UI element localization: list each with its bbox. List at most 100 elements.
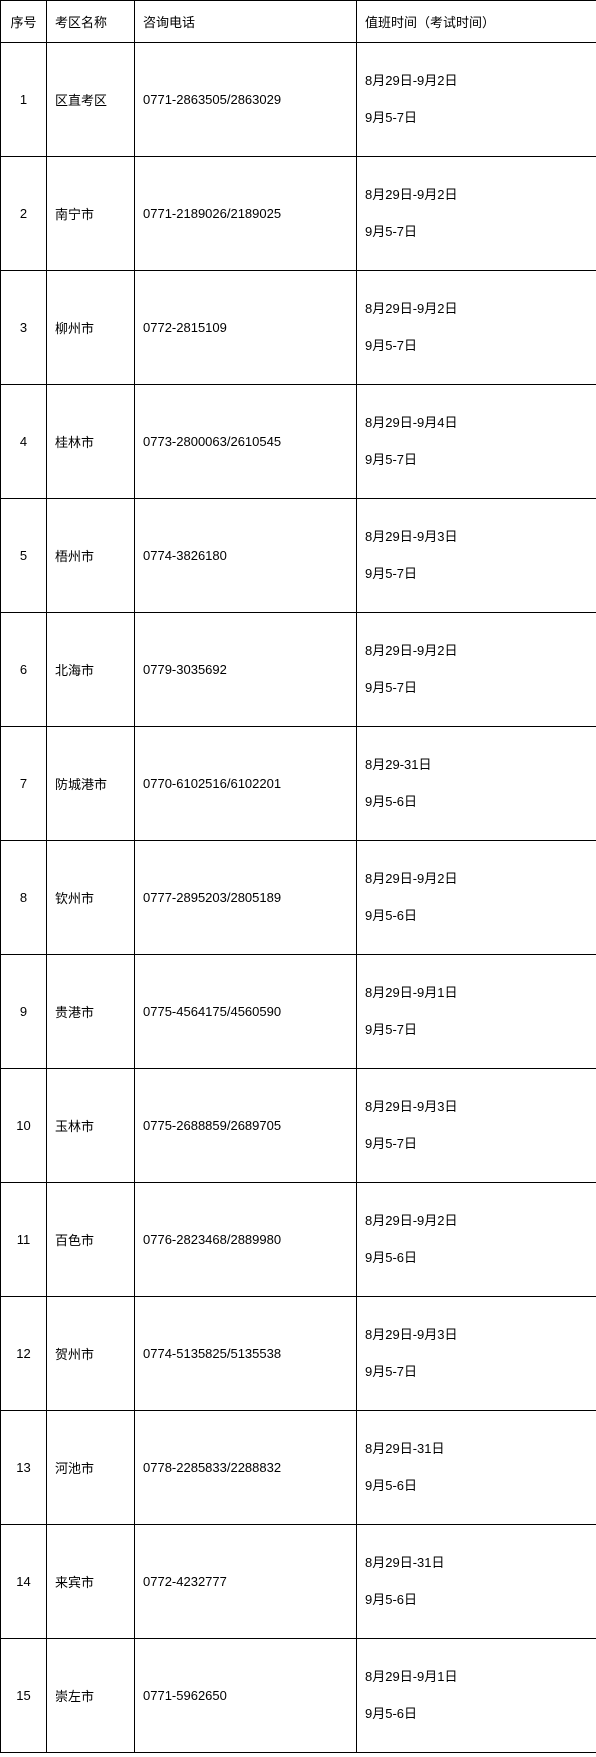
time-line: 8月29日-9月4日: [365, 414, 588, 432]
cell-num: 10: [1, 1069, 47, 1183]
cell-name: 北海市: [47, 613, 135, 727]
cell-name: 柳州市: [47, 271, 135, 385]
col-header-num: 序号: [1, 1, 47, 43]
cell-num: 15: [1, 1639, 47, 1753]
table-row: 13河池市0778-2285833/22888328月29日-31日9月5-6日: [1, 1411, 596, 1525]
time-line: 8月29日-9月3日: [365, 528, 588, 546]
table-row: 3柳州市0772-28151098月29日-9月2日9月5-7日: [1, 271, 596, 385]
time-line: 8月29日-9月3日: [365, 1326, 588, 1344]
table-row: 9贵港市0775-4564175/4560590 8月29日-9月1日 9月5-7日: [1, 955, 596, 1069]
time-line: 9月5-7日: [365, 337, 588, 355]
time-line: 9月5-7日: [365, 451, 588, 469]
col-header-name: 考区名称: [47, 1, 135, 43]
cell-phone: 0774-3826180: [135, 499, 357, 613]
table-row: 2南宁市0771-2189026/2189025 8月29日-9月2日 9月5-7日: [1, 157, 596, 271]
header-row: 序号 考区名称 咨询电话 值班时间（考试时间）: [1, 1, 596, 43]
table-row: 4桂林市0773-2800063/2610545 8月29日-9月4日 9月5-7日: [1, 385, 596, 499]
time-line: 8月29日-9月3日: [365, 1098, 588, 1116]
cell-time: 8月29日-9月4日 9月5-7日: [357, 385, 596, 499]
cell-name: 防城港市: [47, 727, 135, 841]
cell-phone: 0777-2895203/2805189: [135, 841, 357, 955]
cell-name: 贵港市: [47, 955, 135, 1069]
cell-num: 12: [1, 1297, 47, 1411]
cell-num: 1: [1, 43, 47, 157]
table-row: 7防城港市0770-6102516/6102201 8月29-31日 9月5-6日: [1, 727, 596, 841]
cell-phone: 0775-4564175/4560590: [135, 955, 357, 1069]
cell-time: 8月29日-9月2日 9月5-7日: [357, 613, 596, 727]
cell-phone: 0779-3035692: [135, 613, 357, 727]
table-row: 12贺州市0774-5135825/51355388月29日-9月3日9月5-7…: [1, 1297, 596, 1411]
cell-time: 8月29日-9月2日 9月5-6日: [357, 841, 596, 955]
table-row: 14来宾市0772-4232777 8月29日-31日 9月5-6日: [1, 1525, 596, 1639]
time-line: 9月5-6日: [365, 793, 588, 811]
cell-time: 8月29日-31日9月5-6日: [357, 1411, 596, 1525]
time-line: 8月29日-31日: [365, 1554, 588, 1572]
cell-phone: 0771-5962650: [135, 1639, 357, 1753]
time-line: 8月29日-9月2日: [365, 72, 588, 90]
cell-phone: 0775-2688859/2689705: [135, 1069, 357, 1183]
time-line: 8月29日-9月2日: [365, 186, 588, 204]
cell-name: 南宁市: [47, 157, 135, 271]
cell-phone: 0770-6102516/6102201: [135, 727, 357, 841]
time-line: 9月5-6日: [365, 1591, 588, 1609]
cell-num: 14: [1, 1525, 47, 1639]
time-line: 9月5-7日: [365, 1363, 588, 1381]
cell-phone: 0771-2863505/2863029: [135, 43, 357, 157]
cell-name: 钦州市: [47, 841, 135, 955]
cell-num: 2: [1, 157, 47, 271]
table-header: 序号 考区名称 咨询电话 值班时间（考试时间）: [1, 1, 596, 43]
table-row: 11百色市0776-2823468/28899808月29日-9月2日9月5-6…: [1, 1183, 596, 1297]
table-row: 6北海市0779-3035692 8月29日-9月2日 9月5-7日: [1, 613, 596, 727]
cell-phone: 0772-2815109: [135, 271, 357, 385]
time-line: 9月5-6日: [365, 907, 588, 925]
cell-time: 8月29日-31日 9月5-6日: [357, 1525, 596, 1639]
cell-num: 7: [1, 727, 47, 841]
cell-name: 梧州市: [47, 499, 135, 613]
cell-time: 8月29日-9月1日 9月5-7日: [357, 955, 596, 1069]
col-header-phone: 咨询电话: [135, 1, 357, 43]
cell-phone: 0772-4232777: [135, 1525, 357, 1639]
cell-time: 8月29日-9月3日9月5-7日: [357, 499, 596, 613]
time-line: 9月5-7日: [365, 223, 588, 241]
cell-time: 8月29日-9月3日9月5-7日: [357, 1069, 596, 1183]
cell-time: 8月29日-9月2日 9月5-7日: [357, 157, 596, 271]
time-line: 9月5-7日: [365, 679, 588, 697]
cell-num: 4: [1, 385, 47, 499]
table-row: 5梧州市0774-38261808月29日-9月3日9月5-7日: [1, 499, 596, 613]
cell-phone: 0771-2189026/2189025: [135, 157, 357, 271]
cell-num: 9: [1, 955, 47, 1069]
time-line: 9月5-6日: [365, 1477, 588, 1495]
time-line: 8月29日-9月2日: [365, 870, 588, 888]
cell-time: 8月29日-9月1日 9月5-6日: [357, 1639, 596, 1753]
time-line: 8月29-31日: [365, 756, 588, 774]
time-line: 9月5-7日: [365, 1021, 588, 1039]
cell-phone: 0776-2823468/2889980: [135, 1183, 357, 1297]
table-body: 1区直考区0771-2863505/2863029 8月29日-9月2日 9月5-7…: [1, 43, 596, 1753]
table-row: 15崇左市0771-5962650 8月29日-9月1日 9月5-6日: [1, 1639, 596, 1753]
cell-time: 8月29日-9月2日 9月5-7日: [357, 43, 596, 157]
cell-name: 桂林市: [47, 385, 135, 499]
time-line: 8月29日-9月1日: [365, 1668, 588, 1686]
table-row: 8钦州市0777-2895203/28051898月29日-9月2日9月5-6日: [1, 841, 596, 955]
time-line: 8月29日-9月1日: [365, 984, 588, 1002]
cell-phone: 0774-5135825/5135538: [135, 1297, 357, 1411]
cell-time: 8月29-31日 9月5-6日: [357, 727, 596, 841]
cell-time: 8月29日-9月3日 9月5-7日: [357, 1297, 596, 1411]
cell-num: 6: [1, 613, 47, 727]
cell-name: 河池市: [47, 1411, 135, 1525]
time-line: 8月29日-9月2日: [365, 1212, 588, 1230]
cell-name: 崇左市: [47, 1639, 135, 1753]
cell-name: 来宾市: [47, 1525, 135, 1639]
cell-name: 玉林市: [47, 1069, 135, 1183]
cell-time: 8月29日-9月2日9月5-7日: [357, 271, 596, 385]
cell-num: 11: [1, 1183, 47, 1297]
cell-num: 13: [1, 1411, 47, 1525]
cell-num: 5: [1, 499, 47, 613]
table-row: 10玉林市0775-2688859/26897058月29日-9月3日9月5-7…: [1, 1069, 596, 1183]
time-line: 8月29日-9月2日: [365, 642, 588, 660]
cell-phone: 0778-2285833/2288832: [135, 1411, 357, 1525]
time-line: 9月5-7日: [365, 109, 588, 127]
cell-phone: 0773-2800063/2610545: [135, 385, 357, 499]
time-line: 9月5-6日: [365, 1705, 588, 1723]
cell-name: 区直考区: [47, 43, 135, 157]
